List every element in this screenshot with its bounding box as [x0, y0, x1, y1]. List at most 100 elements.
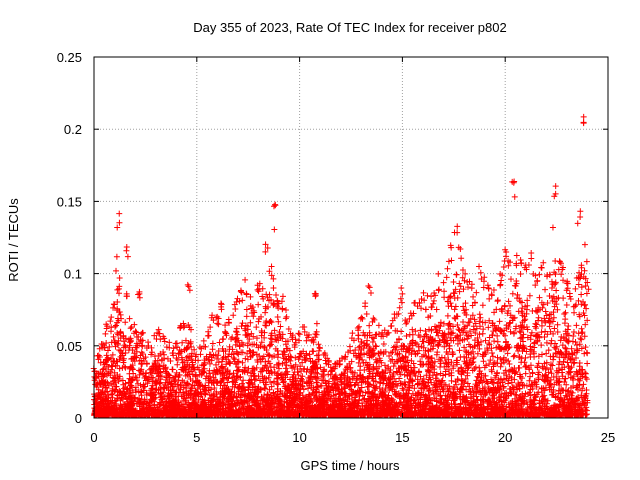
- data-point: [581, 267, 588, 274]
- data-point: [470, 354, 477, 361]
- data-point: [169, 366, 176, 373]
- data-point: [583, 258, 590, 265]
- data-point: [216, 339, 223, 346]
- data-point: [507, 328, 514, 335]
- data-point: [233, 328, 240, 335]
- data-point: [573, 322, 580, 329]
- data-point: [255, 301, 262, 308]
- data-point: [581, 333, 588, 340]
- data-point: [526, 389, 533, 396]
- data-point: [542, 318, 549, 325]
- data-point: [501, 376, 508, 383]
- data-point: [212, 361, 219, 368]
- data-point: [262, 385, 269, 392]
- data-point: [412, 328, 419, 335]
- data-point: [313, 320, 320, 327]
- data-point: [271, 327, 278, 334]
- data-point: [583, 305, 590, 312]
- data-point: [214, 320, 221, 327]
- data-point: [448, 330, 455, 337]
- data-point: [479, 302, 486, 309]
- data-point: [517, 271, 524, 278]
- data-point: [246, 347, 253, 354]
- data-point: [432, 375, 439, 382]
- data-point: [470, 355, 477, 362]
- data-point: [136, 371, 143, 378]
- data-point: [527, 373, 534, 380]
- data-point: [243, 306, 250, 313]
- data-point: [357, 350, 364, 357]
- data-point: [509, 290, 516, 297]
- data-point: [554, 321, 561, 328]
- data-point: [562, 309, 569, 316]
- data-point: [560, 295, 567, 302]
- data-point: [506, 361, 513, 368]
- data-point: [476, 311, 483, 318]
- data-point: [505, 298, 512, 305]
- data-point: [417, 327, 424, 334]
- data-point: [467, 361, 474, 368]
- data-point: [562, 316, 569, 323]
- data-point: [474, 396, 481, 403]
- data-point: [422, 328, 429, 335]
- data-point: [113, 267, 120, 274]
- data-point: [522, 370, 529, 377]
- data-point: [544, 397, 551, 404]
- data-point: [381, 362, 388, 369]
- data-point: [452, 303, 459, 310]
- data-point: [219, 336, 226, 343]
- data-point: [113, 253, 120, 260]
- data-point: [255, 318, 262, 325]
- data-point: [444, 312, 451, 319]
- data-point: [505, 380, 512, 387]
- data-point: [487, 357, 494, 364]
- data-point: [549, 224, 556, 231]
- data-point: [398, 299, 405, 306]
- data-point: [386, 369, 393, 376]
- data-point: [357, 363, 364, 370]
- data-point: [568, 345, 575, 352]
- data-point: [494, 338, 501, 345]
- data-point: [366, 322, 373, 329]
- data-point: [456, 288, 463, 295]
- data-point: [222, 365, 229, 372]
- data-point: [582, 282, 589, 289]
- data-point: [462, 348, 469, 355]
- data-point: [570, 333, 577, 340]
- data-point: [477, 323, 484, 330]
- data-point: [498, 277, 505, 284]
- data-point: [545, 347, 552, 354]
- data-point: [116, 290, 123, 297]
- data-point: [535, 314, 542, 321]
- data-point: [582, 344, 589, 351]
- data-point: [234, 331, 241, 338]
- data-point: [242, 355, 249, 362]
- data-point: [275, 381, 282, 388]
- data-point: [270, 285, 277, 292]
- data-point: [358, 338, 365, 345]
- data-point: [500, 264, 507, 271]
- data-point: [437, 363, 444, 370]
- data-point: [549, 362, 556, 369]
- data-point: [564, 359, 571, 366]
- data-point: [578, 345, 585, 352]
- data-point: [246, 336, 253, 343]
- data-point: [572, 355, 579, 362]
- data-point: [401, 371, 408, 378]
- data-point: [507, 276, 514, 283]
- data-point: [450, 278, 457, 285]
- data-point: [423, 333, 430, 340]
- data-point: [448, 377, 455, 384]
- data-point: [539, 351, 546, 358]
- data-point: [548, 337, 555, 344]
- data-point: [403, 333, 410, 340]
- data-point: [415, 369, 422, 376]
- data-point: [356, 323, 363, 330]
- data-point: [485, 324, 492, 331]
- data-point: [441, 354, 448, 361]
- data-point: [486, 361, 493, 368]
- data-point: [446, 345, 453, 352]
- data-point: [460, 286, 467, 293]
- data-point: [317, 364, 324, 371]
- data-point: [314, 370, 321, 377]
